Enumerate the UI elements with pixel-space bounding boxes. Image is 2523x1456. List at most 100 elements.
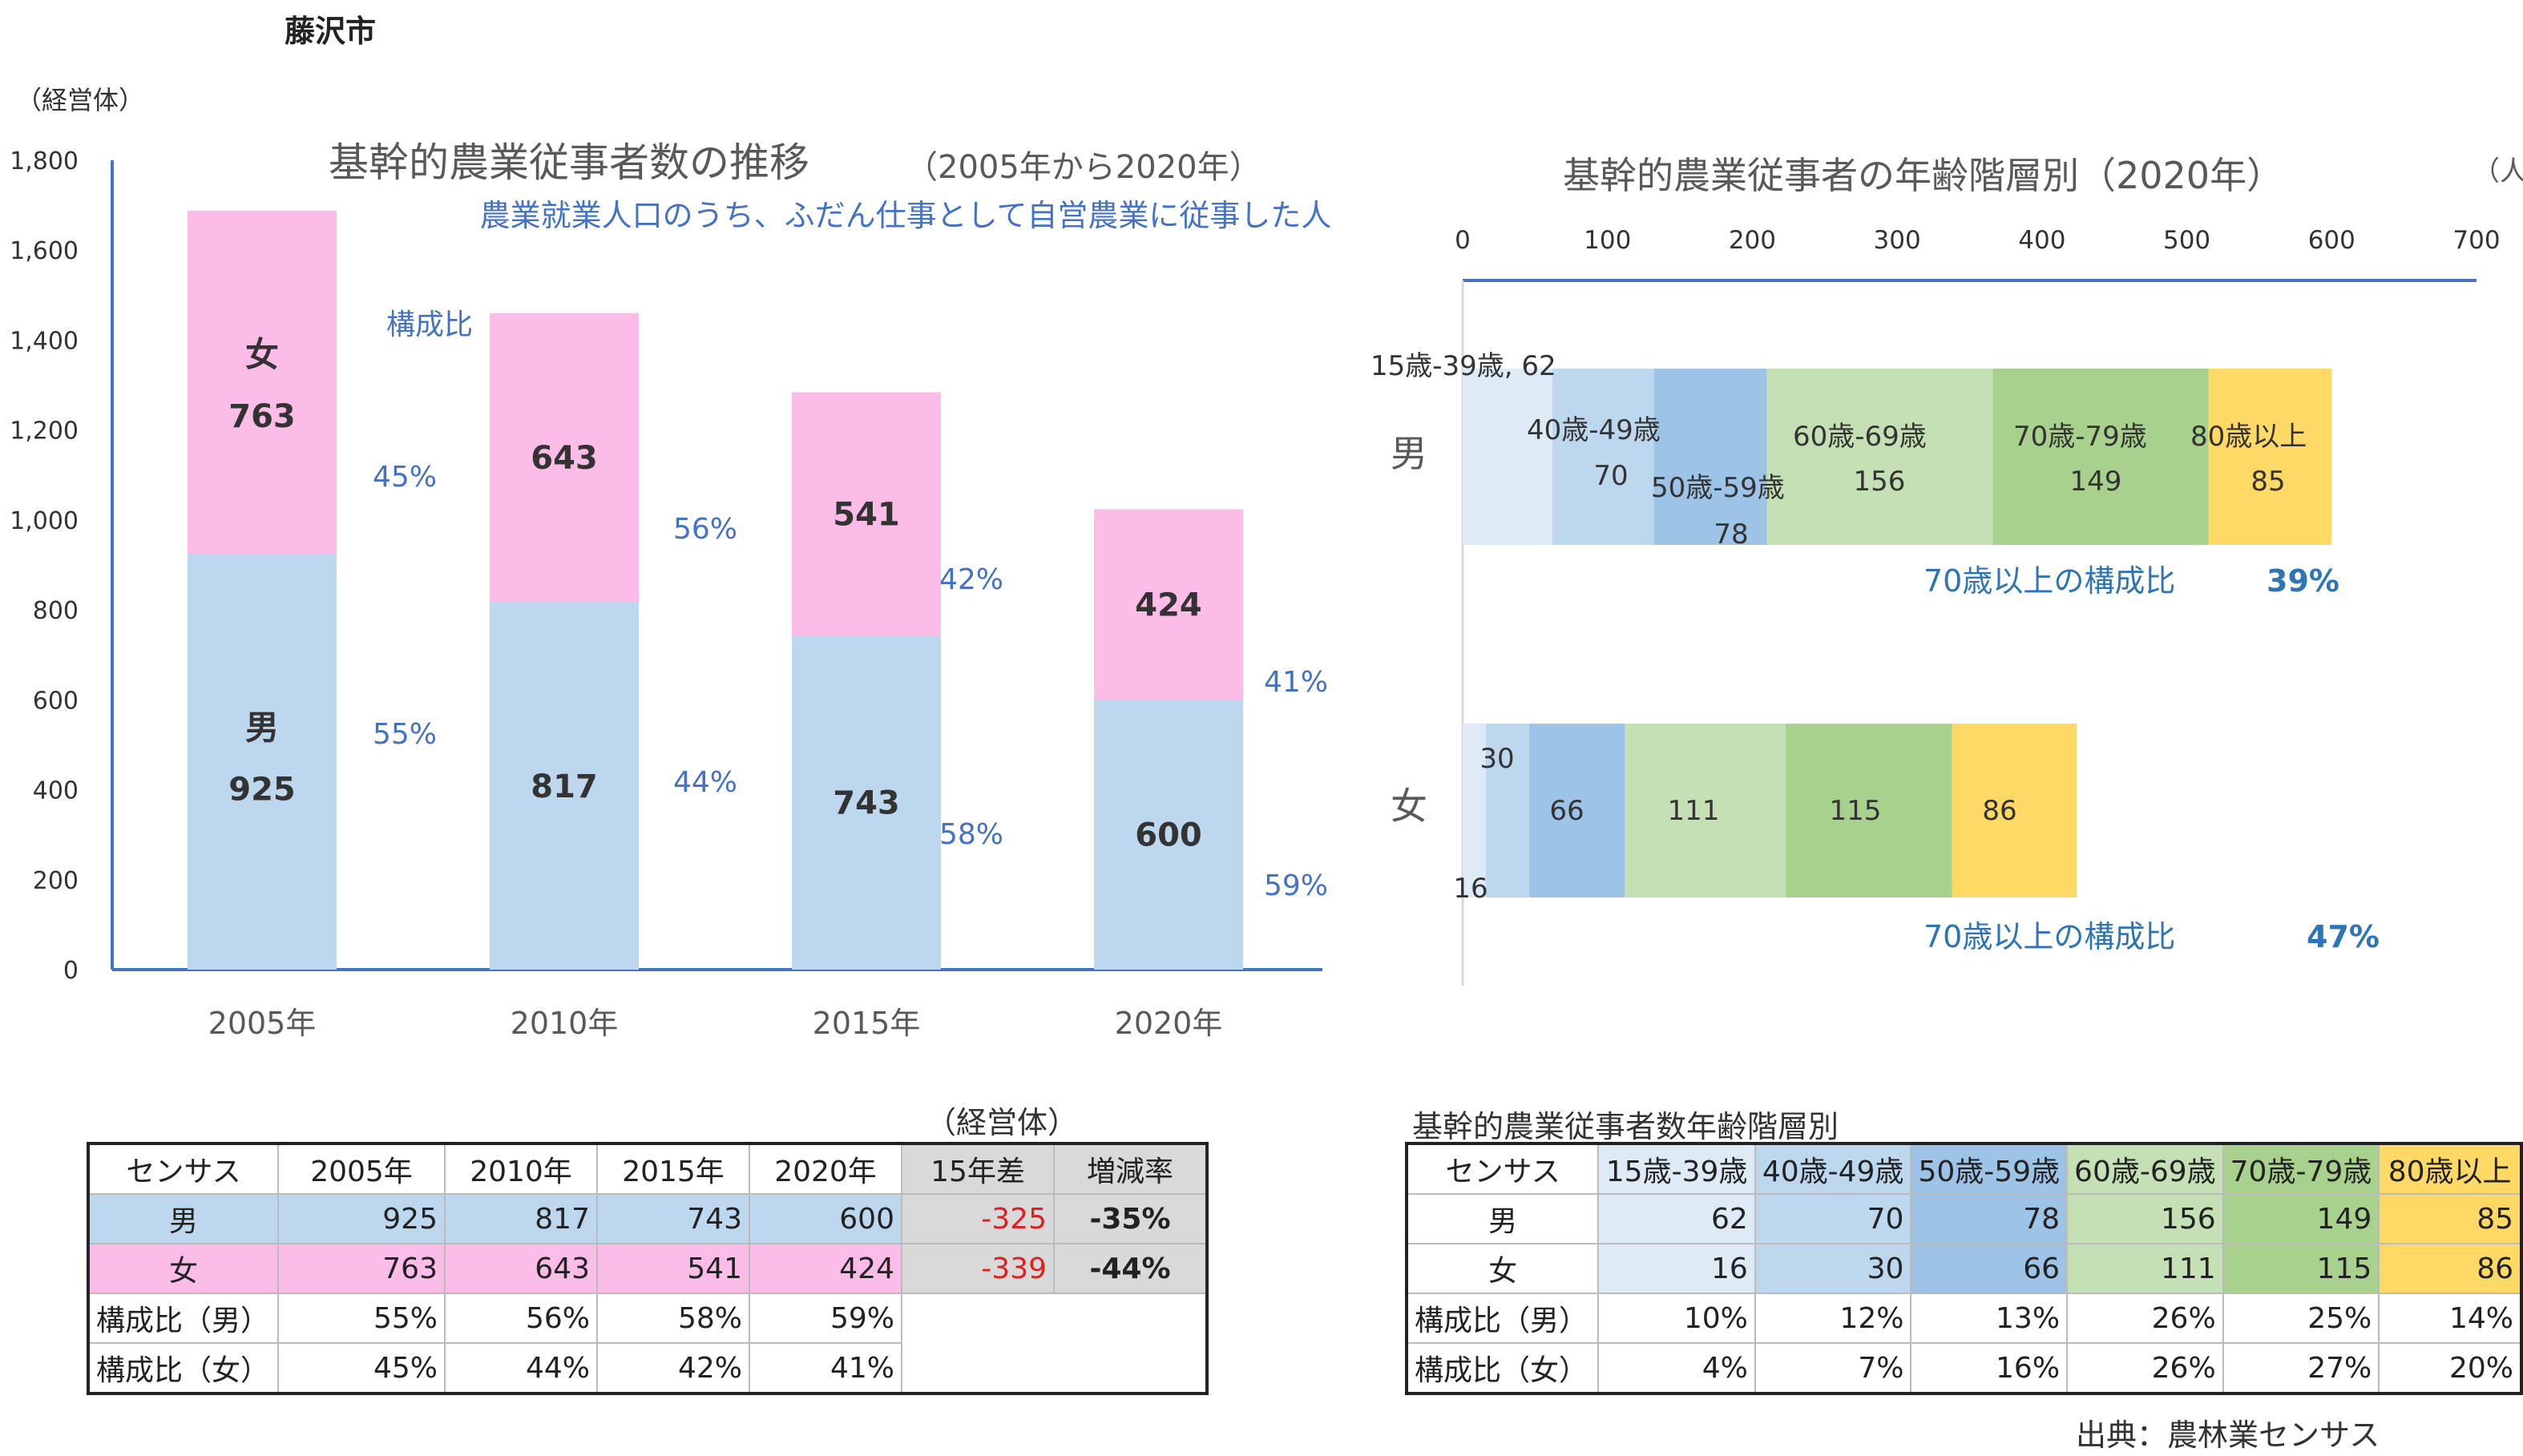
bar-male <box>1094 700 1243 970</box>
age-bar-segment <box>1463 724 1486 897</box>
age-bar-segment <box>1766 369 1993 545</box>
table-row: 構成比（男） 55% 56% 58% 59% <box>87 1293 1207 1344</box>
age-bar-segment <box>1992 369 2209 545</box>
bar-female <box>1094 509 1243 700</box>
table-header-cell: 2005年 <box>277 1143 446 1195</box>
table-header-cell: 15年差 <box>901 1143 1055 1195</box>
table-cell: 424 <box>749 1243 902 1294</box>
age-bar-segment <box>1552 369 1654 545</box>
city-name: 藤沢市 <box>285 14 377 49</box>
table-cell: 16% <box>1910 1342 2069 1394</box>
table-cell: 25% <box>2222 1293 2380 1344</box>
age-bar-segment <box>1952 724 2077 897</box>
share-label-female: 56% <box>673 513 737 546</box>
x-tick-label: 500 <box>2163 226 2210 255</box>
y-tick-label: 1,000 <box>10 507 79 535</box>
y-tick-label: 400 <box>33 777 79 805</box>
data-label-female: 541 <box>833 496 900 533</box>
y-tick-label: 600 <box>33 687 79 715</box>
x-tick-label: 2020年 <box>1115 1006 1223 1041</box>
stacked-bar-chart: 0 200 400 600 800 1,000 1,200 1,400 1,600 1,800 （… <box>10 85 1332 1041</box>
table-row: 男 925 817 743 600 -325 -35% <box>87 1193 1208 1244</box>
table-cell: 78 <box>1910 1193 2069 1244</box>
table-cell: 541 <box>596 1243 750 1294</box>
table-header-cell: 2015年 <box>596 1143 750 1195</box>
table-header-cell: 15歳-39歳 <box>1597 1143 1756 1195</box>
age-value-female: 111 <box>1668 795 1720 827</box>
y-tick-label: 1,800 <box>10 147 79 175</box>
data-label-female: 763 <box>228 398 296 435</box>
table-header-cell: 2020年 <box>749 1143 902 1195</box>
table-cell: 7% <box>1754 1342 1912 1394</box>
table-cell: 4% <box>1597 1342 1756 1394</box>
table-cell: 743 <box>596 1193 750 1244</box>
table-header-row: センサス 2005年 2010年 2015年 2020年 15年差 増減率 <box>87 1143 1208 1195</box>
table-row: 女 16 30 66 111 115 86 <box>1405 1243 2522 1294</box>
share-label-female: 42% <box>939 563 1003 596</box>
y-axis-label: （経営体） <box>16 85 144 115</box>
table-cell: 56% <box>444 1293 598 1344</box>
table-cell: 817 <box>444 1193 598 1244</box>
table-row: 構成比（男） 10% 12% 13% 26% 25% 14% <box>1405 1293 2522 1344</box>
age-bar-segment <box>2208 369 2332 545</box>
table-row: 女 763 643 541 424 -339 -44% <box>87 1243 1208 1294</box>
table-cell: 女 <box>1405 1243 1600 1294</box>
table-header-cell: 50歳-59歳 <box>1910 1143 2069 1195</box>
age-table: センサス 15歳-39歳 40歳-49歳 50歳-59歳 60歳-69歳 70歳-79歳 8… <box>1405 1142 2523 1395</box>
table-cell: 42% <box>596 1342 750 1394</box>
table-row: 男 62 70 78 156 149 85 <box>1405 1193 2522 1244</box>
chart-title: 基幹的農業従事者数の推移 <box>329 139 809 186</box>
bar-female <box>792 392 941 636</box>
table-cell: 925 <box>277 1193 446 1244</box>
table-cell: 41% <box>749 1342 902 1394</box>
age-chart-unit: （人） <box>2473 155 2523 188</box>
table-cell: 26% <box>2066 1342 2224 1394</box>
x-tick-label: 300 <box>1874 226 1921 255</box>
table-cell: -35% <box>1053 1193 1208 1244</box>
age-value-male: 156 <box>1854 466 1906 498</box>
ratio-value-male: 39% <box>2267 563 2339 599</box>
table-cell: 58% <box>596 1293 750 1344</box>
chart-subtitle: 農業就業人口のうち、ふだん仕事として自営農業に従事した人 <box>480 198 1332 233</box>
y-tick-label: 800 <box>33 597 79 625</box>
y-tick-label: 200 <box>33 867 79 895</box>
label-60-69: 60歳-69歳 <box>1793 421 1927 453</box>
table-cell: 70 <box>1754 1193 1912 1244</box>
table-cell: -44% <box>1053 1243 1208 1294</box>
share-label-male: 44% <box>673 766 737 799</box>
age-value-male: 70 <box>1593 460 1628 492</box>
data-label-male: 743 <box>833 785 900 822</box>
table-cell: 男 <box>1405 1193 1600 1244</box>
age-bar-segment <box>1625 724 1786 897</box>
age-value-female: 66 <box>1549 795 1584 827</box>
x-tick-label: 600 <box>2308 226 2355 255</box>
table-cell: 構成比（男） <box>1405 1293 1600 1344</box>
table-cell: 156 <box>2066 1193 2224 1244</box>
data-label-female: 424 <box>1135 587 1202 623</box>
share-label-male: 55% <box>373 718 437 751</box>
table-cell: 14% <box>2378 1293 2522 1344</box>
category-male: 男 <box>1391 432 1427 475</box>
chart-title-suffix: （2005年から2020年） <box>906 149 1262 186</box>
x-tick-label: 2015年 <box>813 1006 921 1041</box>
table-cell: 13% <box>1910 1293 2069 1344</box>
table-header-cell: 60歳-69歳 <box>2066 1143 2224 1195</box>
category-female: 女 <box>1391 784 1427 828</box>
label-40-49: 40歳-49歳 <box>1527 414 1661 446</box>
y-tick-label: 1,200 <box>10 417 79 446</box>
table-cell: 20% <box>2378 1342 2522 1394</box>
label-80: 80歳以上 <box>2190 421 2307 453</box>
share-label-female: 41% <box>1264 666 1328 699</box>
age-chart-title: 基幹的農業従事者の年齢階層別（2020年） <box>1563 154 2283 197</box>
table-cell: 66 <box>1910 1243 2069 1294</box>
bar-male <box>188 553 337 970</box>
age-bar-chart: 基幹的農業従事者の年齢階層別（2020年） （人） 0 100 200 300 400 5… <box>1370 154 2523 986</box>
table-cell: 男 <box>87 1193 279 1244</box>
label-70-79: 70歳-79歳 <box>2013 421 2147 453</box>
age-value-female: 115 <box>1830 795 1882 827</box>
age-bar-segment <box>1485 724 1530 897</box>
age-value-female: 30 <box>1479 743 1514 775</box>
table-cell: 45% <box>277 1342 446 1394</box>
age-value-female: 86 <box>1982 795 2016 827</box>
source-note: 出典：農林業センサス <box>2076 1418 2380 1453</box>
